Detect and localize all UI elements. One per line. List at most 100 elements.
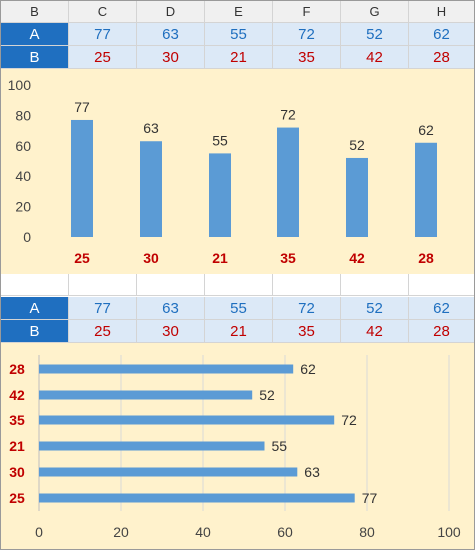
data-label: 62 [418, 122, 434, 138]
blank-cell[interactable] [205, 274, 273, 296]
table1-cell[interactable]: 62 [409, 23, 474, 46]
data-label: 72 [341, 412, 357, 428]
table2-row-a-label[interactable]: A [1, 297, 69, 320]
table2-cell[interactable]: 63 [137, 297, 205, 320]
table2-row-a: A 77 63 55 72 52 62 [1, 297, 474, 320]
category-label: 21 [9, 438, 25, 454]
table1-cell[interactable]: 63 [137, 23, 205, 46]
bar-chart-area[interactable]: 0 20 40 60 80 100 62 28 52 42 72 35 55 21 63 30 77 25 [1, 343, 474, 549]
table1-cell[interactable]: 77 [69, 23, 137, 46]
table1-cell[interactable]: 25 [69, 46, 137, 69]
column-header-f[interactable]: F [273, 1, 341, 23]
row-header-cell[interactable]: B [1, 1, 69, 23]
data-label: 72 [280, 107, 296, 123]
table1-row-a: A 77 63 55 72 52 62 [1, 23, 474, 46]
category-label: 42 [349, 250, 365, 266]
data-label: 55 [272, 438, 288, 454]
category-label: 28 [418, 250, 434, 266]
horizontal-bar [39, 441, 265, 451]
horizontal-bar [39, 467, 298, 477]
blank-row [1, 274, 474, 296]
category-label: 35 [9, 412, 25, 428]
table2-cell[interactable]: 72 [273, 297, 341, 320]
data-label: 63 [304, 464, 320, 480]
x-tick-label: 100 [437, 524, 461, 540]
table2-cell[interactable]: 42 [341, 320, 409, 343]
horizontal-bar [39, 415, 335, 425]
category-label: 30 [9, 464, 25, 480]
table1-row-b-label[interactable]: B [1, 46, 69, 69]
category-label: 25 [74, 250, 90, 266]
column-bar [209, 153, 231, 237]
column-header-e[interactable]: E [205, 1, 273, 23]
table2-cell[interactable]: 62 [409, 297, 474, 320]
x-tick-label: 0 [35, 524, 43, 540]
data-label: 55 [212, 132, 228, 148]
table2-cell[interactable]: 30 [137, 320, 205, 343]
horizontal-bar [39, 493, 355, 503]
column-header-c[interactable]: C [69, 1, 137, 23]
category-label: 35 [280, 250, 296, 266]
data-label: 63 [143, 120, 159, 136]
table1-cell[interactable]: 55 [205, 23, 273, 46]
table1-cell[interactable]: 35 [273, 46, 341, 69]
data-label: 77 [362, 490, 378, 506]
x-tick-label: 20 [113, 524, 129, 540]
table1-cell[interactable]: 52 [341, 23, 409, 46]
y-tick-label: 100 [8, 77, 32, 93]
column-header-row: B C D E F G H [1, 1, 474, 23]
data-label: 52 [259, 387, 275, 403]
blank-cell[interactable] [137, 274, 205, 296]
category-label: 21 [212, 250, 228, 266]
y-tick-label: 80 [15, 107, 31, 123]
table2-cell[interactable]: 52 [341, 297, 409, 320]
category-label: 30 [143, 250, 159, 266]
table1-cell[interactable]: 72 [273, 23, 341, 46]
table2-cell[interactable]: 28 [409, 320, 474, 343]
table1-cell[interactable]: 42 [341, 46, 409, 69]
table2-cell[interactable]: 21 [205, 320, 273, 343]
y-tick-label: 20 [15, 199, 31, 215]
table1-cell[interactable]: 30 [137, 46, 205, 69]
column-bar [71, 119, 93, 237]
column-chart: 0 20 40 60 80 100 77 25 63 30 55 21 72 35 52 42 62 28 [8, 77, 437, 266]
column-bar [415, 142, 437, 237]
table2-row-b: B 25 30 21 35 42 28 [1, 320, 474, 343]
column-bar [140, 141, 162, 237]
x-tick-label: 40 [195, 524, 211, 540]
table2-row-b-label[interactable]: B [1, 320, 69, 343]
data-label: 62 [300, 361, 316, 377]
bar-chart: 0 20 40 60 80 100 62 28 52 42 72 35 55 21 63 30 77 25 [9, 355, 461, 540]
table2-cell[interactable]: 77 [69, 297, 137, 320]
category-label: 42 [9, 387, 25, 403]
category-label: 25 [9, 490, 25, 506]
table1-cell[interactable]: 21 [205, 46, 273, 69]
column-bar [346, 157, 368, 237]
table1-row-a-label[interactable]: A [1, 23, 69, 46]
x-tick-label: 80 [359, 524, 375, 540]
blank-cell[interactable] [273, 274, 341, 296]
horizontal-bar [39, 364, 294, 374]
table1-row-b: B 25 30 21 35 42 28 [1, 46, 474, 69]
table2-cell[interactable]: 35 [273, 320, 341, 343]
x-tick-label: 60 [277, 524, 293, 540]
column-bar [277, 127, 299, 237]
category-label: 28 [9, 361, 25, 377]
blank-cell[interactable] [69, 274, 137, 296]
y-tick-label: 0 [23, 229, 31, 245]
blank-cell[interactable] [409, 274, 474, 296]
column-header-g[interactable]: G [341, 1, 409, 23]
blank-cell[interactable] [341, 274, 409, 296]
table2-cell[interactable]: 55 [205, 297, 273, 320]
blank-cell[interactable] [1, 274, 69, 296]
data-label: 77 [74, 99, 90, 115]
column-header-d[interactable]: D [137, 1, 205, 23]
column-header-h[interactable]: H [409, 1, 474, 23]
table2-cell[interactable]: 25 [69, 320, 137, 343]
column-chart-area[interactable]: 0 20 40 60 80 100 77 25 63 30 55 21 72 35 52 42 62 28 [1, 69, 474, 274]
data-label: 52 [349, 137, 365, 153]
y-tick-label: 60 [15, 138, 31, 154]
horizontal-bar [39, 390, 253, 400]
table1-cell[interactable]: 28 [409, 46, 474, 69]
